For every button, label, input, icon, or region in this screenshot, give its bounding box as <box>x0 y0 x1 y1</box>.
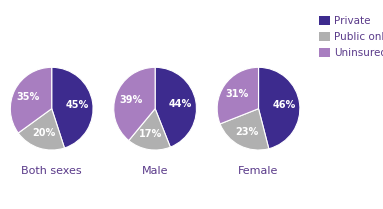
Text: Both sexes: Both sexes <box>21 166 82 176</box>
Wedge shape <box>259 67 300 149</box>
Legend: Private, Public only, Uninsured: Private, Public only, Uninsured <box>319 16 383 58</box>
Text: 46%: 46% <box>273 100 296 110</box>
Wedge shape <box>52 67 93 148</box>
Text: 20%: 20% <box>32 129 55 139</box>
Text: 17%: 17% <box>139 129 163 139</box>
Text: 35%: 35% <box>17 92 40 102</box>
Wedge shape <box>155 67 196 147</box>
Wedge shape <box>10 67 52 133</box>
Wedge shape <box>18 109 64 150</box>
Text: Male: Male <box>142 166 169 176</box>
Text: 23%: 23% <box>235 127 258 137</box>
Text: 31%: 31% <box>225 89 249 99</box>
Wedge shape <box>217 67 259 124</box>
Wedge shape <box>129 109 170 150</box>
Wedge shape <box>114 67 155 140</box>
Text: 44%: 44% <box>169 99 192 109</box>
Text: Female: Female <box>238 166 279 176</box>
Wedge shape <box>220 109 269 150</box>
Text: 45%: 45% <box>66 100 89 110</box>
Text: 39%: 39% <box>119 95 142 105</box>
